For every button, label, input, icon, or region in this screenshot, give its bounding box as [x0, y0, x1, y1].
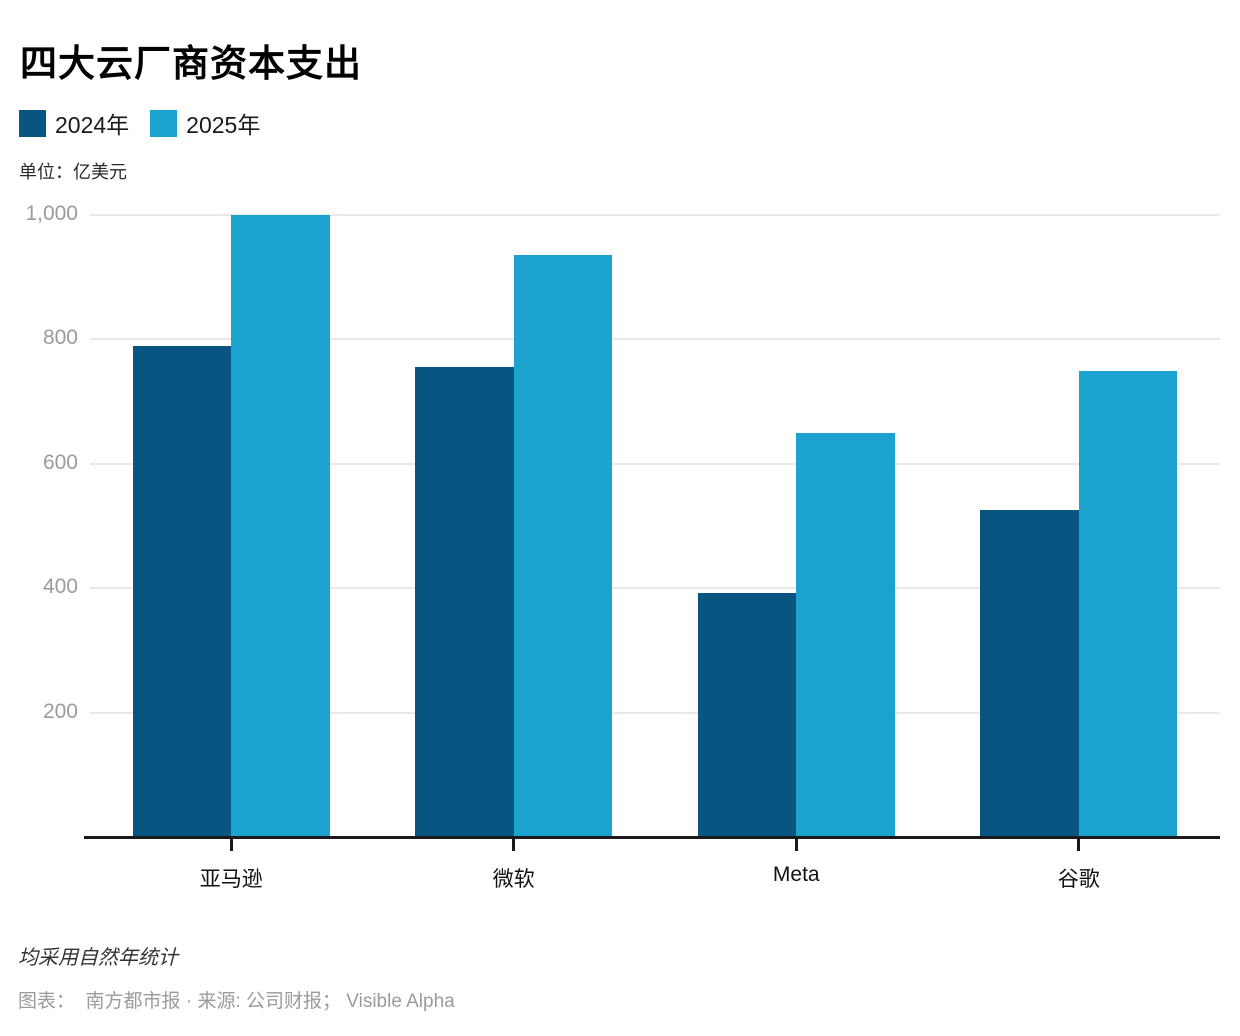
legend-swatch-2025 — [150, 109, 178, 137]
bar-google-2024 — [980, 510, 1079, 837]
legend-swatch-2024 — [19, 109, 46, 137]
unit-label: 单位：亿美元 — [19, 162, 127, 182]
y-axis-label-800: 800 — [42, 326, 78, 350]
y-axis-label-200: 200 — [42, 699, 78, 723]
legend-label-2024: 2024年 — [55, 112, 130, 138]
bar-google-2025 — [1078, 370, 1178, 837]
gridline-400 — [90, 587, 1220, 590]
chart-title: 四大云厂商资本支出 — [20, 43, 362, 84]
legend: 2024年 2025年 — [19, 106, 260, 140]
bar-meta-2024 — [697, 593, 797, 837]
bar-amazon-2025 — [231, 215, 330, 837]
x-axis-tick-amazon — [229, 839, 233, 851]
legend-label-2025: 2025年 — [186, 112, 261, 138]
legend-item-2024: 2024年 — [19, 106, 129, 140]
category-label-meta: Meta — [772, 863, 820, 886]
category-label-google: 谷歌 — [1057, 868, 1100, 891]
bar-microsoft-2024 — [415, 367, 514, 837]
gridline-1000 — [90, 214, 1220, 216]
credit-line: 图表： 南方都市报 · 来源: 公司财报； Visible Alpha — [18, 991, 455, 1012]
legend-item-2025: 2025年 — [150, 106, 260, 140]
category-label-microsoft: 微软 — [492, 868, 535, 891]
category-label-amazon: 亚马逊 — [199, 868, 263, 891]
y-axis-label-600: 600 — [42, 450, 78, 474]
x-axis-tick-microsoft — [512, 839, 516, 851]
x-axis-tick-google — [1077, 839, 1081, 851]
bar-microsoft-2025 — [513, 255, 613, 837]
x-axis-line — [84, 836, 1220, 839]
gridline-200 — [90, 711, 1220, 714]
y-axis-label-1000: 1,000 — [25, 202, 78, 225]
bar-chart: 200 400 600 800 1,000 亚马逊 微软 Meta 谷歌 — [0, 195, 1240, 905]
y-axis-label-400: 400 — [42, 575, 78, 599]
gridline-600 — [90, 462, 1220, 465]
x-axis-tick-meta — [794, 839, 798, 851]
footnote: 均采用自然年统计 — [18, 947, 178, 969]
bar-amazon-2024 — [132, 345, 232, 837]
gridline-800 — [90, 338, 1220, 341]
bar-meta-2025 — [796, 432, 895, 837]
